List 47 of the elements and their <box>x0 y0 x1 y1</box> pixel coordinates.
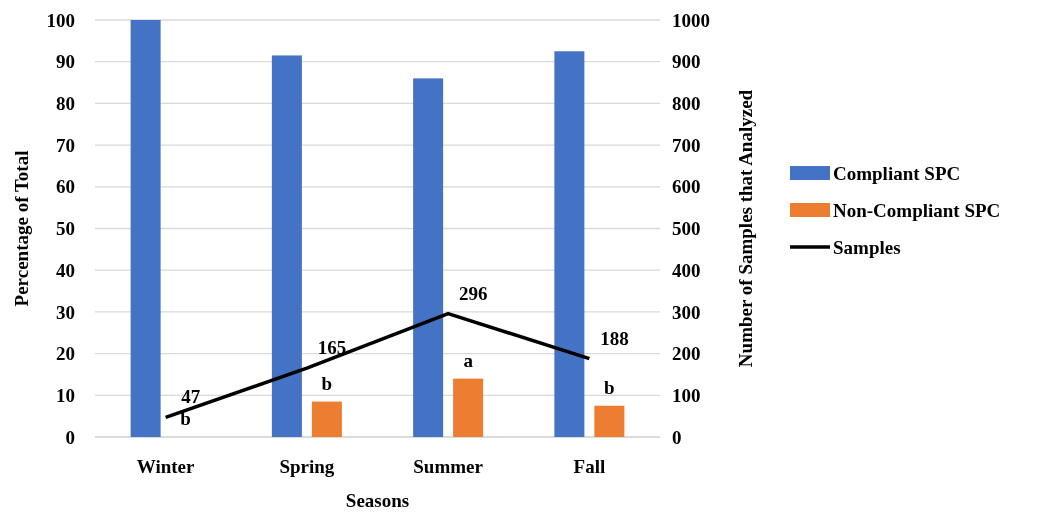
bar <box>554 51 585 437</box>
y-tick-label: 100 <box>46 9 75 31</box>
bar <box>271 55 302 437</box>
y2-tick-label: 500 <box>672 218 701 240</box>
data-label: 188 <box>600 327 629 349</box>
legend-label: Samples <box>833 236 901 258</box>
y2-tick-label: 100 <box>672 384 701 406</box>
y2-tick-label: 300 <box>672 301 701 323</box>
legend-label: Compliant SPC <box>833 162 961 184</box>
x-tick-label: Winter <box>136 456 196 477</box>
x-tick-label: Summer <box>413 456 484 477</box>
bar <box>413 78 444 437</box>
y-tick-label: 20 <box>56 343 75 365</box>
data-label: 296 <box>458 282 488 304</box>
y-tick-label: 60 <box>56 176 75 198</box>
annotation: a <box>463 349 474 371</box>
y2-tick-label: 700 <box>672 134 701 156</box>
y-tick-label: 10 <box>56 384 75 406</box>
legend-label: Non-Compliant SPC <box>833 199 1001 221</box>
y-tick-label: 50 <box>56 218 75 240</box>
y-tick-label: 90 <box>56 51 75 73</box>
y-tick-label: 70 <box>56 134 75 156</box>
y2-tick-label: 1000 <box>672 9 710 31</box>
y-axis-title: Percentage of Total <box>11 150 32 307</box>
y-tick-label: 0 <box>65 426 75 448</box>
y2-tick-label: 900 <box>672 51 701 73</box>
x-tick-label: Fall <box>573 456 606 477</box>
y2-tick-label: 200 <box>672 343 701 365</box>
bar <box>130 20 161 437</box>
y-tick-label: 80 <box>56 93 75 115</box>
data-label: 47 <box>181 386 201 408</box>
annotation: b <box>180 408 191 429</box>
y2-tick-label: 800 <box>672 93 701 115</box>
annotation: b <box>604 376 615 398</box>
bar <box>594 405 625 437</box>
y-tick-label: 40 <box>56 259 75 281</box>
bar <box>311 401 342 437</box>
annotation: b <box>321 372 333 394</box>
y2-axis-title: Number of Samples that Analyzed <box>735 89 756 368</box>
data-label: 165 <box>317 337 347 359</box>
y-tick-label: 30 <box>56 301 75 323</box>
bar <box>453 378 484 437</box>
y2-tick-label: 400 <box>672 259 701 281</box>
y2-tick-label: 600 <box>672 176 701 198</box>
y2-tick-label: 0 <box>672 426 682 448</box>
x-axis-title: Seasons <box>345 490 410 511</box>
x-tick-label: Spring <box>279 456 335 477</box>
